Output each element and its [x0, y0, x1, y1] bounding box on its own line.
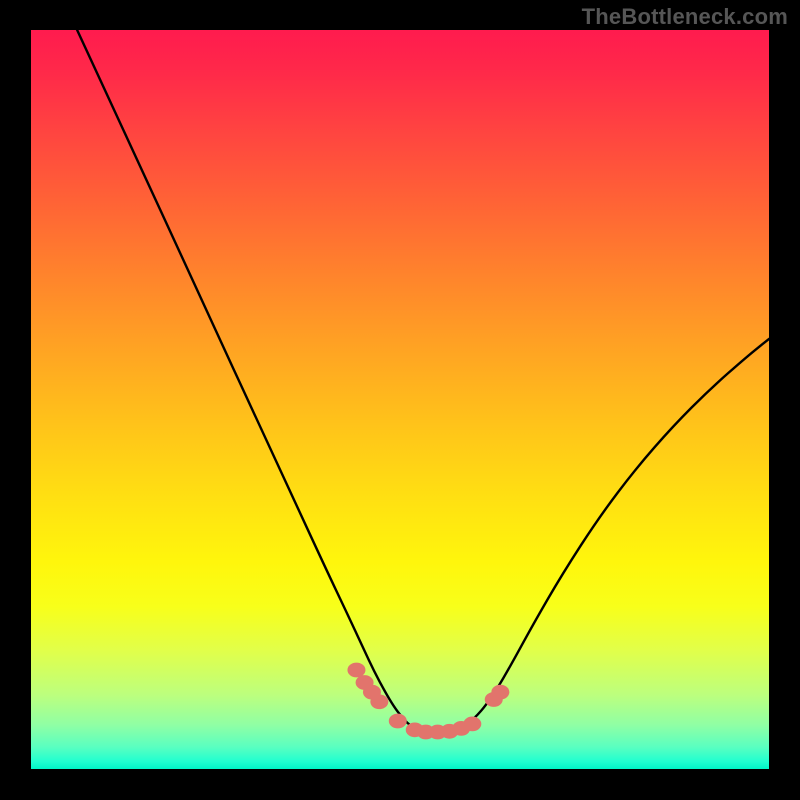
watermark-text: TheBottleneck.com [582, 4, 788, 30]
chart-frame: TheBottleneck.com [0, 0, 800, 800]
plot-area [31, 30, 769, 769]
gradient-background [31, 30, 769, 769]
